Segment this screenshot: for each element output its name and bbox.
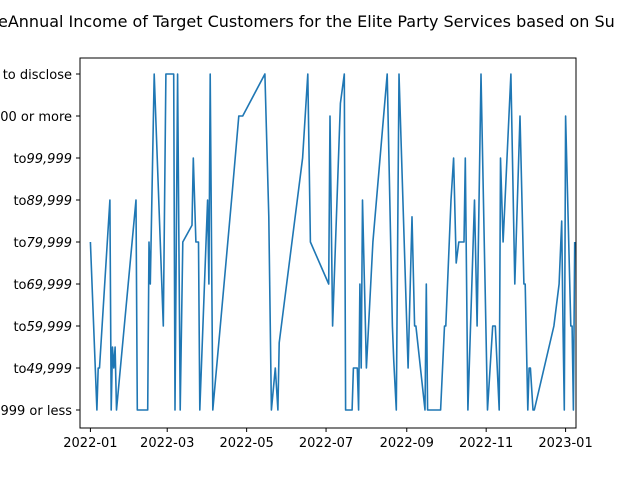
y-tick-label: to89,999 [13, 194, 72, 209]
x-tick-label: 2022-07 [299, 436, 353, 451]
y-tick-label: to79,999 [13, 236, 72, 251]
chart-title: eAnnual Income of Target Customers for t… [0, 12, 615, 31]
x-tick-label: 2022-01 [63, 436, 117, 451]
y-tick-label: to69,999 [13, 278, 72, 293]
y-tick-label: to49,999 [13, 362, 72, 377]
plot-area [89, 73, 576, 411]
y-axis-ticks: 999 or less to49,999 to59,999 to69,999 to79,… [0, 68, 80, 419]
y-tick-label: 999 or less [0, 404, 72, 419]
x-tick-label: 2022-05 [219, 436, 273, 451]
axes-frame [79, 57, 577, 429]
x-tick-label: 2022-03 [140, 436, 194, 451]
chart-title-prefix: e [0, 12, 8, 31]
axes [79, 57, 577, 429]
series-line-1 [89, 73, 576, 411]
y-tick-label: to59,999 [13, 320, 72, 335]
x-tick-label: 2022-09 [380, 436, 434, 451]
y-tick-label: 00 or more [0, 110, 72, 125]
y-tick-label: to disclose [3, 68, 72, 83]
y-tick-label: to99,999 [13, 152, 72, 167]
x-tick-label: 2023-01 [538, 436, 592, 451]
x-tick-label: 2022-11 [459, 436, 513, 451]
chart-title-main: Annual Income of Target Customers for th… [8, 12, 615, 31]
x-axis-ticks: 2022-01 2022-03 2022-05 2022-07 2022-09 2022-… [63, 428, 593, 451]
